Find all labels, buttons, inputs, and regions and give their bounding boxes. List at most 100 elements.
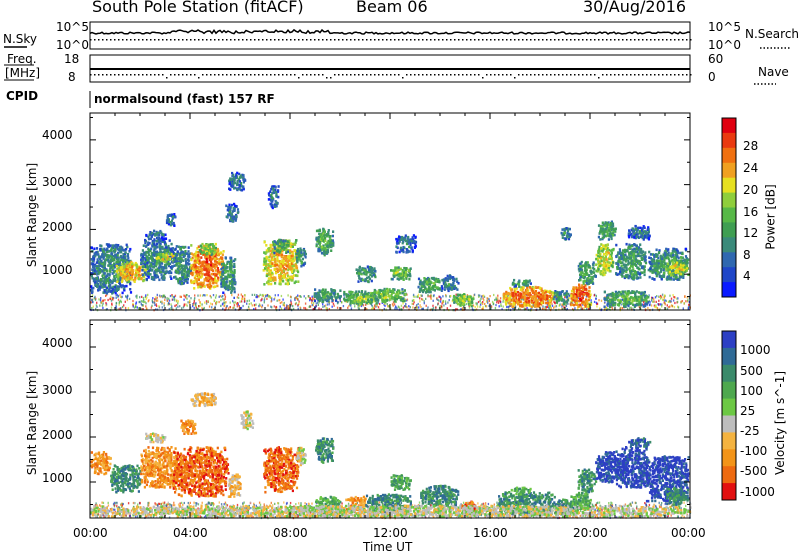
range-cell [289, 278, 292, 281]
range-cell [356, 298, 359, 302]
scatter-cell [596, 302, 599, 305]
scatter-cell [436, 297, 438, 300]
range-cell [288, 241, 291, 245]
range-cell [266, 269, 269, 272]
scatter-cell [266, 297, 268, 300]
range-cell [153, 259, 156, 262]
range-cell [279, 248, 282, 252]
range-cell [93, 280, 96, 284]
velocity-ytick-3000: 3000 [42, 383, 73, 397]
scatter-cell [432, 304, 434, 307]
scatter-cell [384, 302, 386, 305]
range-cell [346, 294, 350, 297]
range-cell [193, 259, 196, 263]
scatter-cell [219, 295, 221, 298]
range-cell [193, 287, 196, 290]
scatter-cell [159, 295, 161, 298]
scatter-cell [147, 293, 149, 296]
range-cell [236, 171, 239, 175]
nsearch-dot [282, 39, 284, 41]
range-cell [157, 236, 160, 239]
range-cell [101, 285, 104, 289]
scatter-cell [246, 302, 248, 305]
range-cell [103, 264, 106, 268]
nave-dot [282, 74, 284, 76]
range-cell [280, 271, 284, 274]
nave-dot [126, 74, 128, 76]
range-cell [93, 279, 96, 282]
range-cell [357, 290, 361, 293]
nave-dot [646, 74, 648, 76]
scatter-cell [430, 294, 432, 297]
scatter-cell [222, 298, 224, 301]
scatter-cell [565, 304, 568, 308]
range-cell [183, 273, 186, 276]
scatter-cell [449, 295, 451, 298]
range-cell [272, 264, 275, 267]
range-cell [360, 296, 363, 299]
nave-dot [330, 77, 332, 79]
range-cell [180, 272, 183, 275]
range-cell [338, 296, 341, 300]
scatter-cell [513, 308, 515, 311]
scatter-cell [239, 300, 241, 303]
range-cell [138, 277, 141, 280]
range-cell [149, 267, 152, 270]
range-cell [296, 256, 299, 259]
range-cell [345, 293, 348, 296]
range-cell [126, 264, 129, 267]
scatter-cell [476, 303, 478, 306]
scatter-cell [274, 294, 276, 297]
range-cell [113, 264, 116, 267]
scatter-cell [220, 304, 222, 307]
range-cell [281, 259, 284, 262]
scatter-cell [247, 305, 250, 308]
nsearch-dot [374, 39, 376, 41]
nsearch-dot [418, 39, 420, 41]
scatter-cell [660, 294, 662, 298]
range-cell [111, 288, 114, 291]
range-cell [233, 259, 236, 263]
nsearch-dot [498, 39, 500, 41]
range-cell [162, 269, 165, 272]
range-cell [231, 216, 234, 219]
range-cell [318, 241, 321, 244]
scatter-cell [119, 293, 121, 296]
range-cell [265, 265, 268, 268]
range-cell [103, 269, 106, 272]
scatter-cell [104, 299, 106, 302]
scatter-cell [173, 297, 176, 300]
range-cell [274, 278, 277, 282]
scatter-cell [183, 304, 185, 307]
scatter-cell [605, 306, 608, 309]
scatter-cell [414, 295, 416, 298]
scatter-cell [117, 295, 120, 298]
scatter-cell [110, 295, 112, 298]
range-cell [102, 276, 105, 280]
range-cell [119, 246, 122, 249]
range-cell [391, 289, 394, 292]
scatter-cell [677, 297, 679, 300]
range-cell [99, 244, 102, 247]
scatter-cell [350, 304, 352, 307]
scatter-cell [300, 295, 302, 298]
nave-dot [242, 74, 244, 76]
scatter-cell [472, 304, 475, 307]
range-cell [233, 217, 236, 221]
range-cell [121, 276, 124, 280]
nsearch-dot [170, 39, 172, 41]
nave-dot [574, 74, 576, 76]
range-cell [228, 181, 232, 184]
range-cell [161, 245, 164, 249]
nsearch-dot [646, 39, 648, 41]
range-cell [176, 260, 179, 263]
nave-dot [446, 74, 448, 76]
range-cell [271, 262, 274, 265]
scatter-cell [102, 306, 104, 309]
scatter-cell [401, 296, 403, 299]
scatter-cell [604, 301, 606, 304]
nsearch-dot [626, 39, 628, 41]
scatter-cell [263, 299, 266, 302]
scatter-cell [100, 297, 102, 300]
range-cell [103, 263, 107, 266]
